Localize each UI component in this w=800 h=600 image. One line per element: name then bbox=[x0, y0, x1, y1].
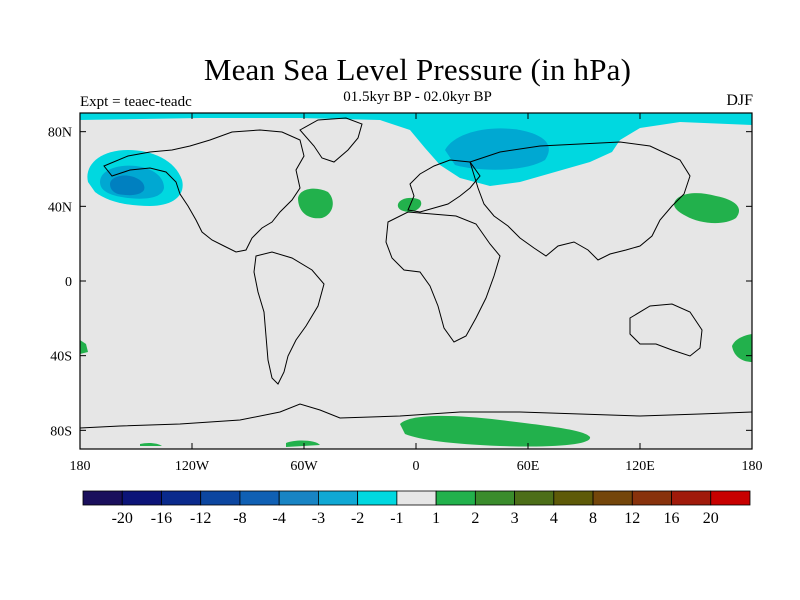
experiment-label: Expt = teaec-teadc bbox=[80, 94, 192, 110]
southern-ocean-positive-anomaly bbox=[400, 415, 591, 447]
northwest-pacific-positive-anomaly bbox=[674, 193, 740, 224]
lat-label: 80N bbox=[48, 126, 72, 141]
lon-label: 180 bbox=[70, 459, 91, 474]
colorbar-label: 2 bbox=[471, 510, 479, 527]
lon-label: 180 bbox=[742, 459, 763, 474]
coast-europe bbox=[407, 159, 481, 213]
antarctic-positive-patch-2 bbox=[140, 442, 162, 446]
lat-label: 80S bbox=[50, 424, 72, 439]
colorbar-label: -8 bbox=[233, 510, 246, 527]
colorbar-label: 4 bbox=[550, 510, 558, 527]
coast-antarctica bbox=[80, 403, 752, 429]
new-zealand-positive-anomaly bbox=[732, 334, 752, 362]
lat-label: 40S bbox=[50, 350, 72, 365]
lon-label: 120W bbox=[175, 459, 210, 474]
colorbar-label: 8 bbox=[589, 510, 597, 527]
south-pacific-positive-anomaly bbox=[80, 340, 88, 354]
colorbar-swatch bbox=[82, 490, 123, 506]
antarctic-positive-patch bbox=[286, 440, 320, 447]
latitude-labels: 80N 40N 0 40S 80S bbox=[48, 126, 72, 440]
map-title: Mean Sea Level Pressure (in hPa) bbox=[203, 52, 632, 87]
coast-australia bbox=[629, 303, 703, 357]
colorbar-swatch bbox=[161, 490, 202, 506]
lat-label: 40N bbox=[48, 200, 72, 215]
colorbar-label: -16 bbox=[151, 510, 172, 527]
colorbar-swatch bbox=[592, 490, 633, 506]
longitude-labels: 180 120W 60W 0 60E 120E 180 bbox=[70, 459, 763, 474]
arctic-negative-anomaly bbox=[80, 113, 752, 186]
colorbar-swatch bbox=[278, 490, 319, 506]
coast-south-america bbox=[253, 251, 325, 385]
colorbar-label: -3 bbox=[312, 510, 325, 527]
colorbar-label: -1 bbox=[390, 510, 403, 527]
contour-fill-layer bbox=[80, 113, 752, 447]
coast-north-america bbox=[103, 129, 305, 253]
colorbar-label: -12 bbox=[190, 510, 211, 527]
colorbar-label: 12 bbox=[624, 510, 640, 527]
colorbar-label: 20 bbox=[703, 510, 719, 527]
colorbar-swatch bbox=[396, 490, 437, 506]
lon-label: 60W bbox=[290, 459, 318, 474]
plot-background bbox=[80, 113, 752, 449]
colorbar-swatch bbox=[121, 490, 162, 506]
colorbar-swatch bbox=[710, 490, 751, 506]
east-atlantic-positive-anomaly bbox=[397, 197, 422, 212]
colorbar-label: -20 bbox=[112, 510, 133, 527]
colorbar-swatch bbox=[435, 490, 476, 506]
lon-label: 60E bbox=[517, 459, 540, 474]
colorbar-swatch bbox=[671, 490, 712, 506]
colorbar-swatch bbox=[474, 490, 515, 506]
colorbar-label: 16 bbox=[664, 510, 680, 527]
colorbar-swatch bbox=[631, 490, 672, 506]
colorbar-swatch bbox=[357, 490, 398, 506]
colorbar-swatch bbox=[514, 490, 555, 506]
coast-africa bbox=[385, 211, 501, 343]
colorbar-swatch bbox=[239, 490, 280, 506]
coastlines bbox=[80, 117, 752, 429]
colorbar-label: -2 bbox=[351, 510, 364, 527]
colorbar-label: -4 bbox=[273, 510, 286, 527]
coast-asia bbox=[469, 141, 691, 261]
colorbar-label: 1 bbox=[432, 510, 440, 527]
north-atlantic-positive-anomaly bbox=[298, 188, 333, 219]
period-label: 01.5kyr BP - 02.0kyr BP bbox=[343, 89, 492, 105]
colorbar-label: 3 bbox=[511, 510, 519, 527]
colorbar-swatch bbox=[318, 490, 359, 506]
colorbar-swatch bbox=[553, 490, 594, 506]
colorbar-swatch bbox=[200, 490, 241, 506]
lon-label: 0 bbox=[413, 459, 420, 474]
coast-greenland bbox=[299, 117, 363, 163]
lat-label: 0 bbox=[65, 275, 72, 290]
north-pacific-negative-core bbox=[110, 175, 145, 196]
axis-ticks bbox=[79, 113, 753, 449]
season-label: DJF bbox=[726, 92, 753, 109]
siberia-negative-core bbox=[445, 128, 549, 170]
lon-label: 120E bbox=[625, 459, 655, 474]
colorbar: -20 -16 -12 -8 -4 -3 -2 -1 1 2 3 4 8 12 16 20 bbox=[82, 490, 751, 527]
